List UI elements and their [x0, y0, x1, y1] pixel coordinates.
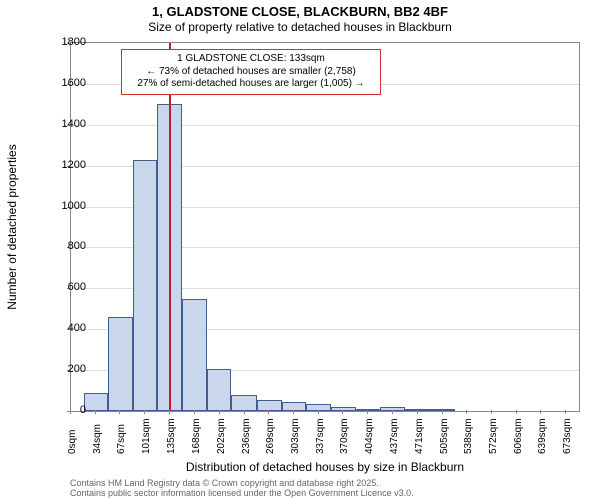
y-tick-label: 0: [46, 404, 86, 416]
histogram-bar: [257, 400, 282, 411]
x-tick-mark: [70, 410, 71, 414]
histogram-bar: [331, 407, 356, 411]
histogram-bar: [231, 395, 256, 411]
x-tick-label: 236sqm: [241, 418, 252, 454]
property-size-histogram: 1, GLADSTONE CLOSE, BLACKBURN, BB2 4BF S…: [0, 0, 600, 500]
plot-area: 1 GLADSTONE CLOSE: 133sqm ← 73% of detac…: [70, 42, 580, 412]
footer-line-2: Contains public sector information licen…: [70, 488, 414, 498]
x-tick-label: 673sqm: [562, 418, 573, 454]
y-tick-label: 1400: [46, 118, 86, 130]
y-tick-label: 1000: [46, 200, 86, 212]
x-tick-mark: [491, 410, 492, 414]
x-tick-label: 639sqm: [537, 418, 548, 454]
x-tick-mark: [169, 410, 170, 414]
annotation-line-3: 27% of semi-detached houses are larger (…: [128, 78, 374, 91]
y-tick-label: 200: [46, 363, 86, 375]
x-tick-mark: [466, 410, 467, 414]
annotation-line-1: 1 GLADSTONE CLOSE: 133sqm: [128, 53, 374, 66]
y-tick-label: 600: [46, 281, 86, 293]
x-tick-label: 437sqm: [389, 418, 400, 454]
histogram-bar: [133, 160, 157, 411]
y-tick-label: 800: [46, 240, 86, 252]
x-tick-label: 303sqm: [290, 418, 301, 454]
subject-property-marker: [169, 43, 171, 411]
x-tick-mark: [516, 410, 517, 414]
x-tick-label: 337sqm: [315, 418, 326, 454]
x-tick-label: 471sqm: [414, 418, 425, 454]
histogram-bar: [182, 299, 207, 411]
footer-attribution: Contains HM Land Registry data © Crown c…: [70, 478, 414, 499]
x-tick-mark: [293, 410, 294, 414]
x-tick-label: 34sqm: [92, 424, 103, 454]
x-tick-mark: [268, 410, 269, 414]
y-axis-label: Number of detached properties: [5, 144, 19, 309]
x-tick-label: 538sqm: [463, 418, 474, 454]
y-tick-label: 1200: [46, 159, 86, 171]
histogram-bar: [380, 407, 405, 411]
histogram-bar: [108, 317, 133, 411]
x-tick-mark: [219, 410, 220, 414]
histogram-bar: [84, 393, 108, 411]
annotation-box: 1 GLADSTONE CLOSE: 133sqm ← 73% of detac…: [121, 49, 381, 95]
x-tick-mark: [119, 410, 120, 414]
x-tick-mark: [318, 410, 319, 414]
x-tick-mark: [367, 410, 368, 414]
x-tick-mark: [442, 410, 443, 414]
footer-line-1: Contains HM Land Registry data © Crown c…: [70, 478, 414, 488]
y-tick-label: 1600: [46, 77, 86, 89]
x-tick-mark: [342, 410, 343, 414]
x-tick-mark: [392, 410, 393, 414]
x-tick-label: 202sqm: [216, 418, 227, 454]
x-tick-mark: [194, 410, 195, 414]
x-tick-label: 135sqm: [166, 418, 177, 454]
histogram-bar: [207, 369, 231, 411]
gridline: [71, 125, 579, 126]
x-tick-label: 269sqm: [265, 418, 276, 454]
x-tick-mark: [540, 410, 541, 414]
x-tick-label: 606sqm: [513, 418, 524, 454]
x-tick-mark: [244, 410, 245, 414]
x-tick-mark: [565, 410, 566, 414]
y-tick-label: 1800: [46, 36, 86, 48]
annotation-line-2: ← 73% of detached houses are smaller (2,…: [128, 66, 374, 79]
x-tick-label: 168sqm: [191, 418, 202, 454]
x-tick-mark: [417, 410, 418, 414]
x-tick-label: 67sqm: [116, 424, 127, 454]
x-tick-mark: [144, 410, 145, 414]
x-tick-label: 370sqm: [339, 418, 350, 454]
chart-title-main: 1, GLADSTONE CLOSE, BLACKBURN, BB2 4BF: [0, 4, 600, 19]
x-tick-label: 0sqm: [67, 430, 78, 454]
x-tick-label: 404sqm: [364, 418, 375, 454]
histogram-bar: [405, 409, 430, 411]
y-tick-label: 400: [46, 322, 86, 334]
x-tick-mark: [95, 410, 96, 414]
chart-title-sub: Size of property relative to detached ho…: [0, 20, 600, 34]
x-tick-label: 101sqm: [141, 418, 152, 454]
x-tick-label: 505sqm: [439, 418, 450, 454]
x-axis-caption: Distribution of detached houses by size …: [70, 460, 580, 474]
x-tick-label: 572sqm: [488, 418, 499, 454]
